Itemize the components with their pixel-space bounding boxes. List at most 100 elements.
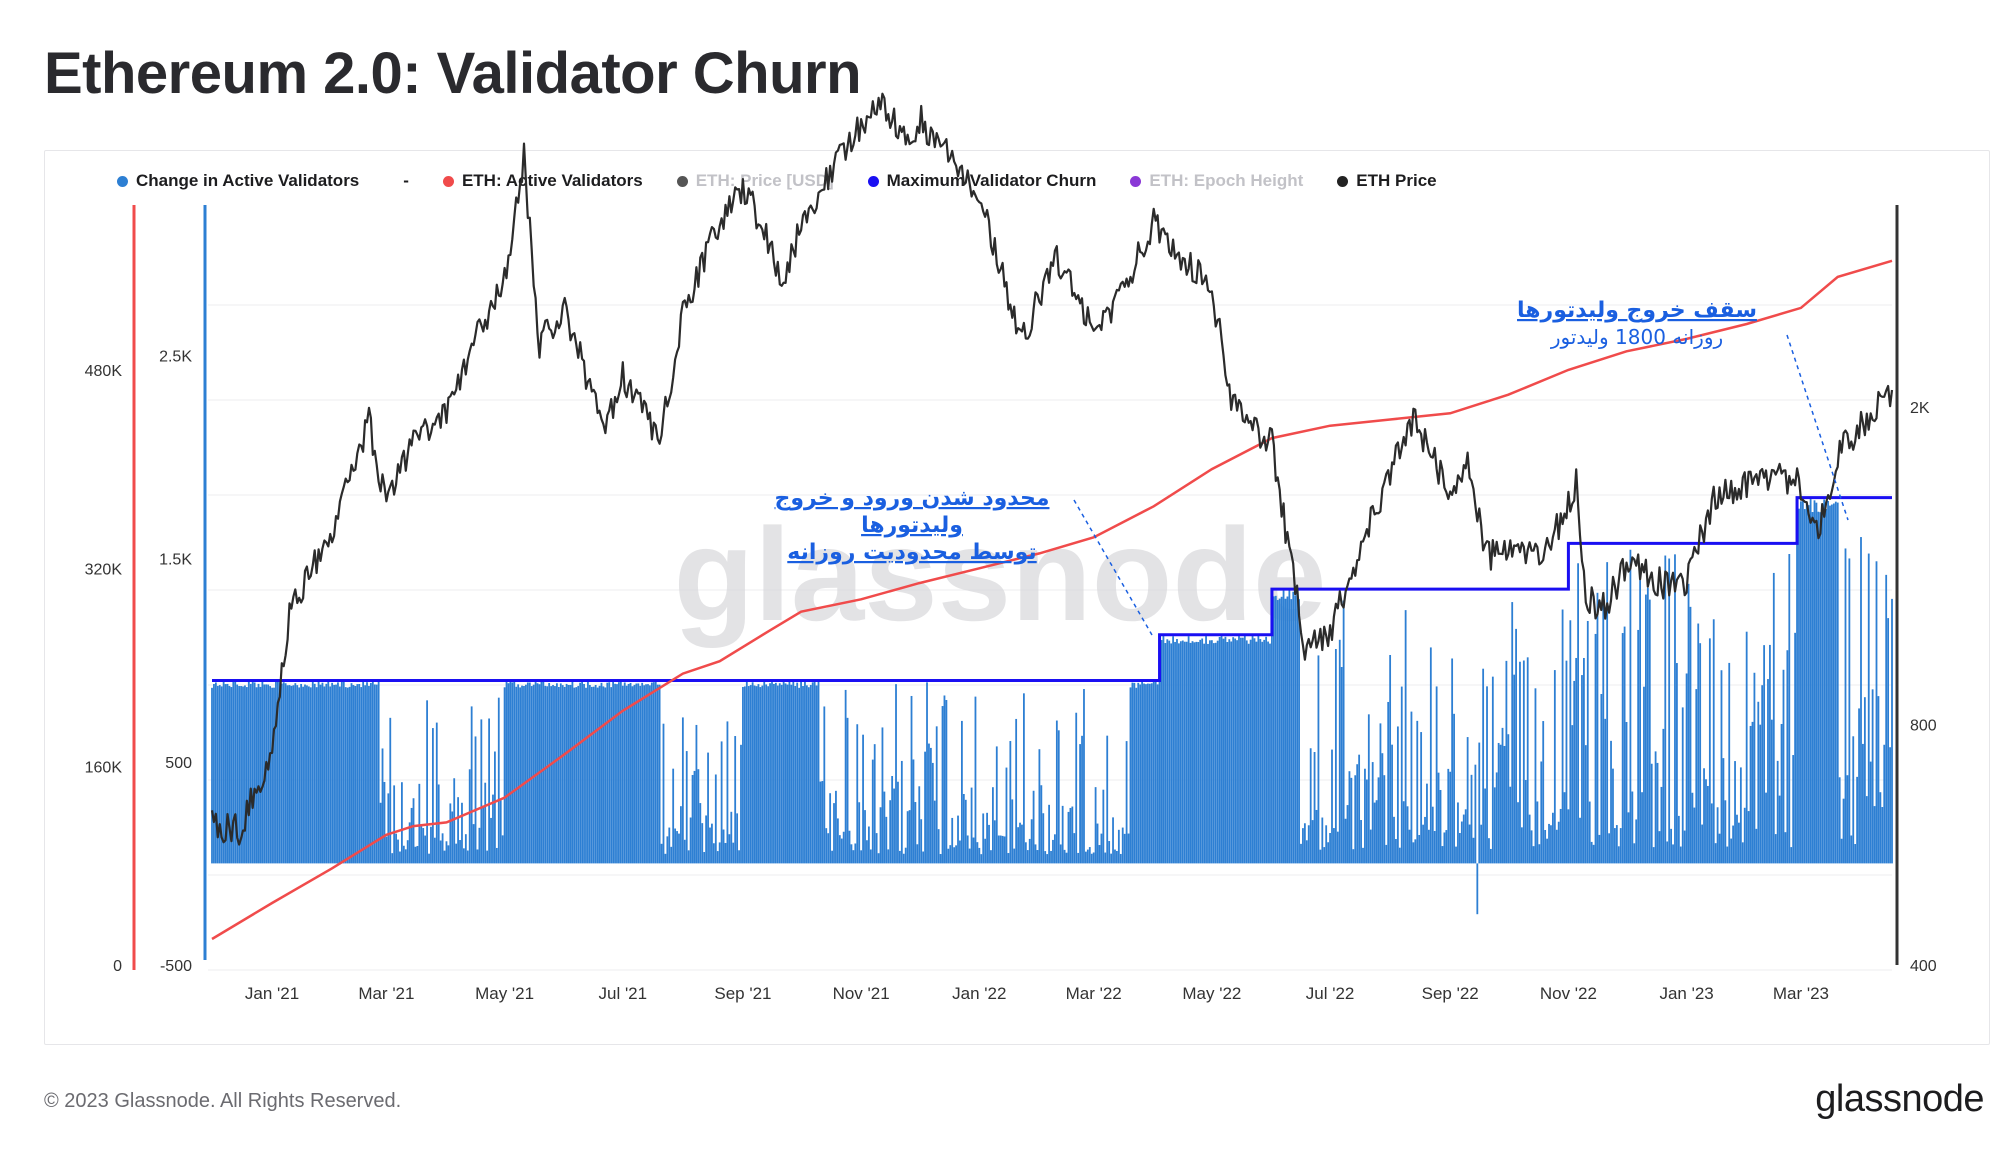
change-bar (1550, 825, 1552, 864)
change-bar (933, 800, 936, 864)
change-bar (900, 760, 903, 864)
change-bar (443, 850, 446, 864)
change-bar (1584, 745, 1587, 864)
change-bar (269, 686, 272, 864)
change-bar (1749, 725, 1752, 864)
change-bar (1629, 549, 1632, 864)
change-bar (441, 833, 444, 864)
change-bar (1416, 720, 1419, 864)
change-bar (329, 686, 332, 864)
change-bar (1160, 640, 1163, 864)
change-bar (693, 770, 696, 864)
y-tick-label-change: 2.5K (159, 348, 192, 365)
change-bar (833, 803, 835, 864)
change-bar (1767, 679, 1769, 864)
change-bar (1751, 721, 1754, 864)
change-bar (302, 686, 304, 864)
change-bar (1123, 833, 1126, 864)
change-bar (658, 684, 661, 864)
change-bar (393, 785, 396, 864)
legend-item-max-validator-churn[interactable]: Maximum Validator Churn (867, 171, 1096, 191)
change-bar (1869, 761, 1872, 864)
legend-item-change-active-validators[interactable]: Change in Active Validators (117, 171, 359, 191)
change-bar (1569, 620, 1572, 864)
change-bar (1658, 831, 1661, 864)
change-bar (1741, 842, 1744, 864)
legend-item-epoch-height[interactable]: ETH: Epoch Height (1130, 171, 1303, 191)
change-bar (588, 685, 591, 864)
legend-item-eth-price-usd[interactable]: ETH: Price [USD] (676, 171, 834, 191)
change-bar (1594, 633, 1597, 864)
legend-item-eth-price[interactable]: ETH Price (1337, 171, 1437, 191)
change-bar (494, 751, 496, 864)
change-bar (265, 684, 268, 864)
change-bar (1108, 841, 1111, 864)
change-bar (931, 762, 934, 864)
change-bar (526, 682, 529, 864)
change-bar (1100, 833, 1103, 864)
change-bar (858, 802, 861, 864)
change-bar (1780, 723, 1783, 864)
change-bar (554, 686, 556, 864)
change-bar (916, 844, 919, 864)
change-bar (1823, 499, 1826, 864)
change-bar (1410, 711, 1413, 864)
change-bar (288, 685, 291, 864)
change-bar (1412, 842, 1415, 864)
change-bar (1429, 647, 1432, 864)
change-bar (309, 687, 312, 864)
change-bar (877, 853, 880, 864)
change-bar (866, 840, 868, 864)
change-bar (1567, 809, 1570, 864)
change-bar (753, 685, 756, 864)
change-bar (910, 695, 913, 864)
change-bar (1530, 830, 1533, 864)
change-bar (1858, 708, 1860, 864)
change-bar (1447, 768, 1450, 864)
change-bar (1437, 772, 1440, 864)
change-bar (331, 682, 334, 864)
change-bar (711, 823, 713, 864)
change-bar (1619, 828, 1622, 864)
change-bar (912, 759, 915, 864)
legend-item-active-validators[interactable]: ETH: Active Validators (442, 171, 643, 191)
x-tick-label: Jan '23 (1659, 984, 1713, 1003)
change-bar (385, 836, 388, 864)
change-bar (695, 724, 698, 864)
glassnode-logo[interactable]: glassnode (1815, 1078, 1984, 1120)
change-bar (218, 685, 221, 864)
change-bar (1829, 505, 1831, 864)
change-bar (1331, 749, 1333, 864)
change-bar (1501, 727, 1504, 864)
change-bar (1697, 623, 1700, 864)
max-churn-line (212, 496, 1892, 683)
change-bar (1302, 828, 1304, 864)
change-bar (1005, 767, 1008, 864)
change-bar (1834, 501, 1837, 864)
change-bar (612, 681, 615, 864)
change-bar (1191, 641, 1194, 864)
change-bar (590, 686, 593, 864)
change-bar (1282, 590, 1285, 864)
change-bar (461, 802, 463, 864)
change-bar (879, 807, 882, 864)
change-bar (594, 684, 597, 864)
change-bar (1243, 635, 1246, 864)
change-bar (1528, 814, 1531, 864)
change-bar (1129, 687, 1132, 864)
change-bar (1327, 842, 1330, 864)
change-bar (1819, 512, 1822, 864)
change-bar (680, 806, 682, 864)
change-bar (1604, 718, 1607, 864)
change-bar (1480, 824, 1483, 864)
x-tick-label: May '22 (1182, 984, 1241, 1003)
change-bar (1276, 600, 1279, 864)
change-bar (1024, 842, 1027, 864)
change-bar (1307, 825, 1310, 864)
change-bar (292, 685, 295, 864)
change-bar (722, 829, 725, 864)
change-bar (1333, 828, 1335, 864)
y-tick-label-change: 500 (165, 755, 192, 772)
change-bar (1284, 598, 1287, 864)
